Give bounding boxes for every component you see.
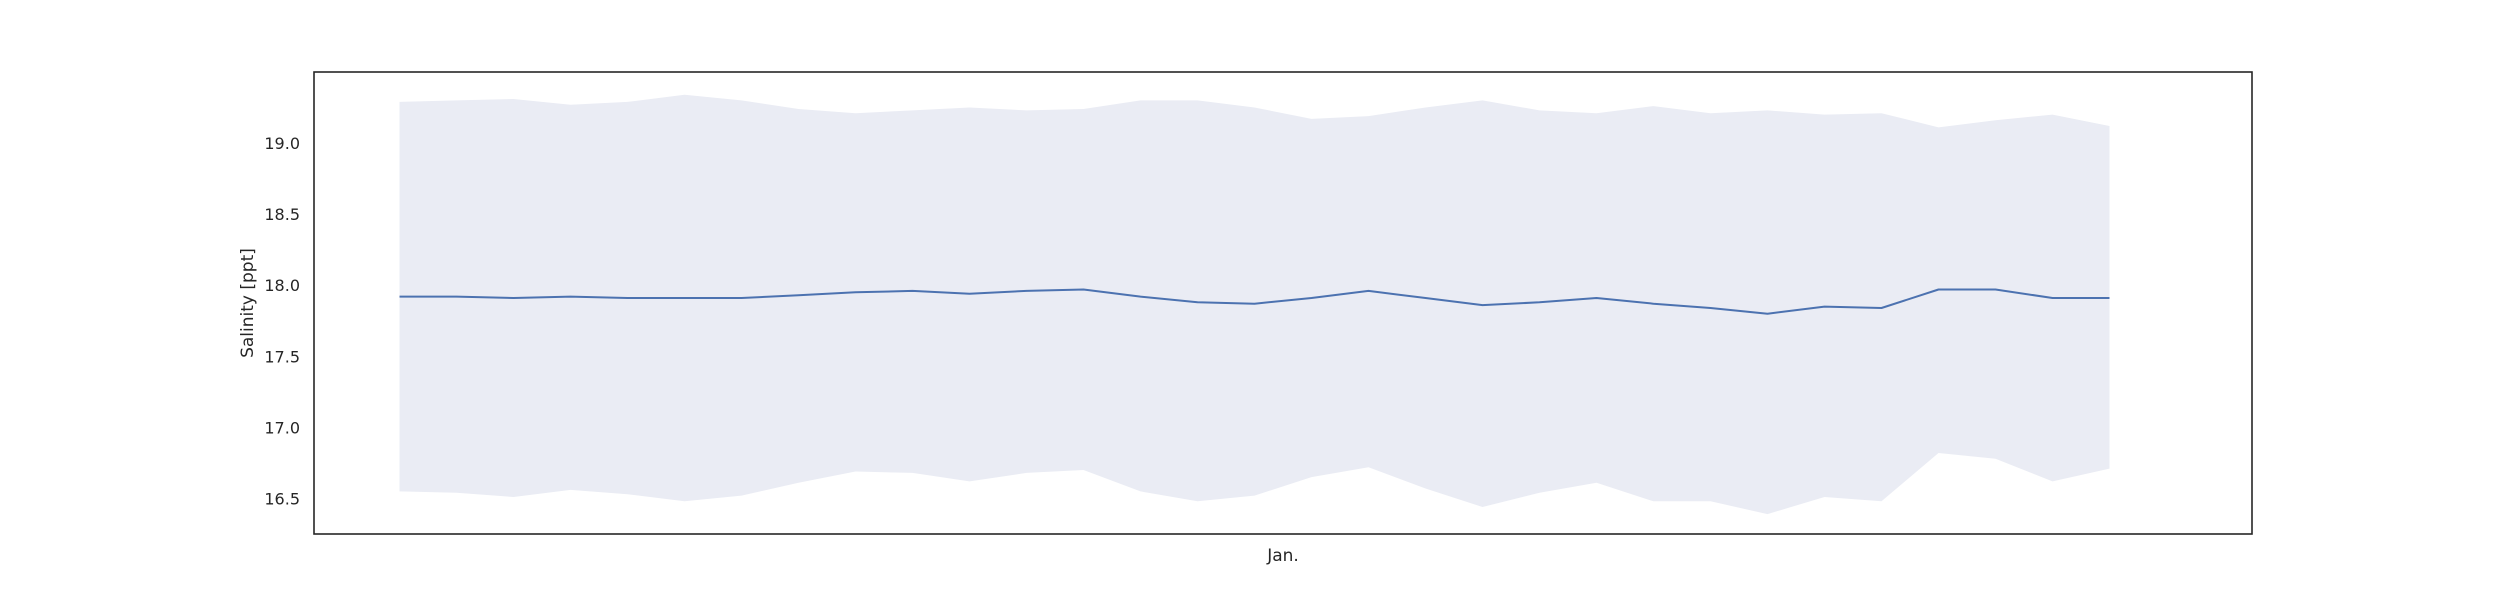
y-tick-label: 18.0 xyxy=(264,276,300,295)
y-tick-label: 16.5 xyxy=(264,489,300,508)
y-axis-label: Salinity [ppt] xyxy=(238,248,258,358)
plot-area xyxy=(399,94,2110,515)
series-0-mean-line xyxy=(399,288,2110,315)
y-tick-label: 18.5 xyxy=(264,205,300,224)
x-axis-label: Jan. xyxy=(1266,546,1299,566)
plot-frame xyxy=(313,71,2253,535)
y-axis-ticks: 16.5 17.0 17.5 18.0 18.5 19.0 xyxy=(264,134,300,508)
y-tick-label: 17.0 xyxy=(264,418,300,437)
y-tick-label: 19.0 xyxy=(264,134,300,153)
y-tick-label: 17.5 xyxy=(264,347,300,366)
